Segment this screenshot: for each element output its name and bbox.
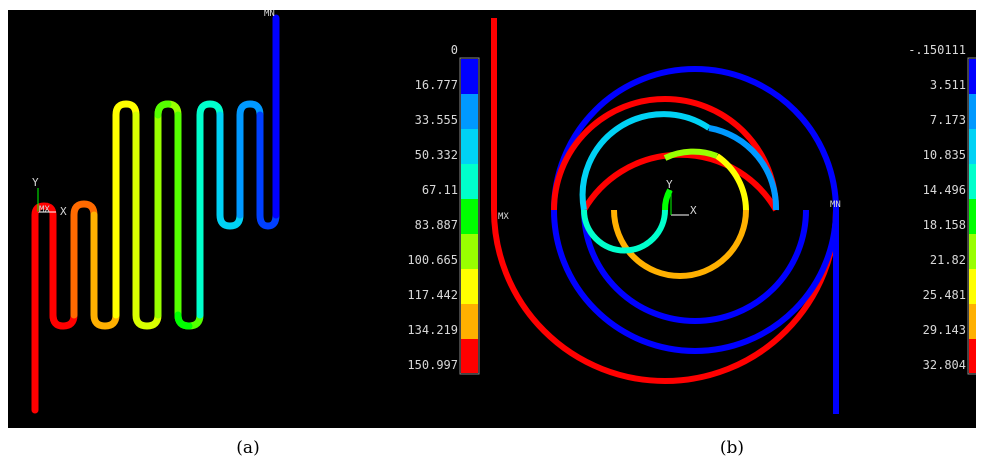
tube-segment	[70, 200, 98, 319]
tube-segment	[112, 100, 140, 319]
legend-label: 117.442	[407, 288, 458, 302]
tube-segment	[236, 100, 264, 219]
tube-segment	[216, 111, 244, 230]
axis-x-label: X	[690, 204, 697, 217]
legend-label: 3.511	[930, 78, 966, 92]
axis-y-label: Y	[32, 176, 39, 189]
legend-band	[461, 269, 478, 304]
legend-label: 21.82	[930, 253, 966, 267]
legend-band	[461, 339, 478, 373]
caption-a: (a)	[236, 438, 260, 458]
caption-b: (b)	[719, 438, 745, 458]
tube-segment	[49, 311, 67, 330]
legend-label: 32.804	[923, 358, 966, 372]
legend-band	[969, 339, 976, 373]
spiral-contour-svg: Y X MX MN -.150111 3.511 7.173 10.835 14…	[491, 18, 976, 414]
coordinate-triad: Y X	[666, 178, 697, 217]
legend-band	[461, 59, 478, 94]
tube-segment	[196, 100, 224, 319]
tube-segment	[663, 148, 719, 161]
legend-label: 14.496	[923, 183, 966, 197]
legend-label: 150.997	[407, 358, 458, 372]
legend-band	[969, 129, 976, 164]
legend-label: 67.11	[422, 183, 458, 197]
tube-segment	[662, 188, 673, 211]
tube-segment	[551, 96, 779, 211]
axis-x-label: X	[60, 205, 67, 218]
legend-band	[969, 164, 976, 199]
tube-segment	[491, 18, 839, 384]
legend-band	[969, 199, 976, 234]
tube-segment	[174, 311, 193, 330]
legend-label: 0	[451, 43, 458, 57]
tube-segment	[708, 125, 780, 211]
legend-band	[461, 164, 478, 199]
tube-segment	[256, 111, 280, 230]
tube-segment	[132, 111, 162, 330]
legend-band	[461, 234, 478, 269]
contour-legend-b: -.150111 3.511 7.173 10.835 14.496 18.15…	[908, 43, 976, 375]
tube-segment	[551, 209, 839, 354]
legend-band	[969, 94, 976, 129]
legend-label: 10.835	[923, 148, 966, 162]
legend-band	[461, 304, 478, 339]
tube-segment	[551, 66, 839, 211]
tube-segment	[715, 153, 749, 211]
contour-plot-a: Y X MX MN 0 16.777 33.555 50.332 67.11 8…	[8, 10, 485, 428]
legend-band	[969, 59, 976, 94]
legend-band	[461, 94, 478, 129]
tube-segment	[90, 211, 120, 330]
legend-band	[461, 129, 478, 164]
legend-label: 134.219	[407, 323, 458, 337]
max-marker: MX	[39, 205, 50, 215]
legend-band	[461, 199, 478, 234]
tube-segment	[611, 209, 749, 279]
tube-segment	[154, 100, 172, 119]
axis-y-label: Y	[666, 178, 673, 191]
max-marker: MX	[498, 212, 509, 222]
legend-band	[969, 269, 976, 304]
legend-band	[969, 234, 976, 269]
contour-legend-a: 0 16.777 33.555 50.332 67.11 83.887 100.…	[407, 43, 480, 375]
legend-label: 100.665	[407, 253, 458, 267]
tube-segment	[579, 111, 711, 211]
legend-band	[969, 304, 976, 339]
legend-label: 29.143	[923, 323, 966, 337]
contour-plot-b: Y X MX MN -.150111 3.511 7.173 10.835 14…	[485, 10, 976, 428]
serpentine-contour-svg: Y X MX MN 0 16.777 33.555 50.332 67.11 8…	[31, 10, 480, 414]
legend-label: 7.173	[930, 113, 966, 127]
legend-label: 33.555	[415, 113, 458, 127]
coordinate-triad: Y X MX	[32, 176, 67, 218]
tube-segment	[581, 209, 668, 254]
legend-label: 16.777	[415, 78, 458, 92]
tube-segment	[581, 209, 809, 324]
legend-label: 50.332	[415, 148, 458, 162]
legend-label: -.150111	[908, 43, 966, 57]
legend-label: 25.481	[923, 288, 966, 302]
min-marker: MN	[830, 200, 841, 210]
min-marker: MN	[264, 10, 275, 19]
legend-label: 18.158	[923, 218, 966, 232]
legend-label: 83.887	[415, 218, 458, 232]
